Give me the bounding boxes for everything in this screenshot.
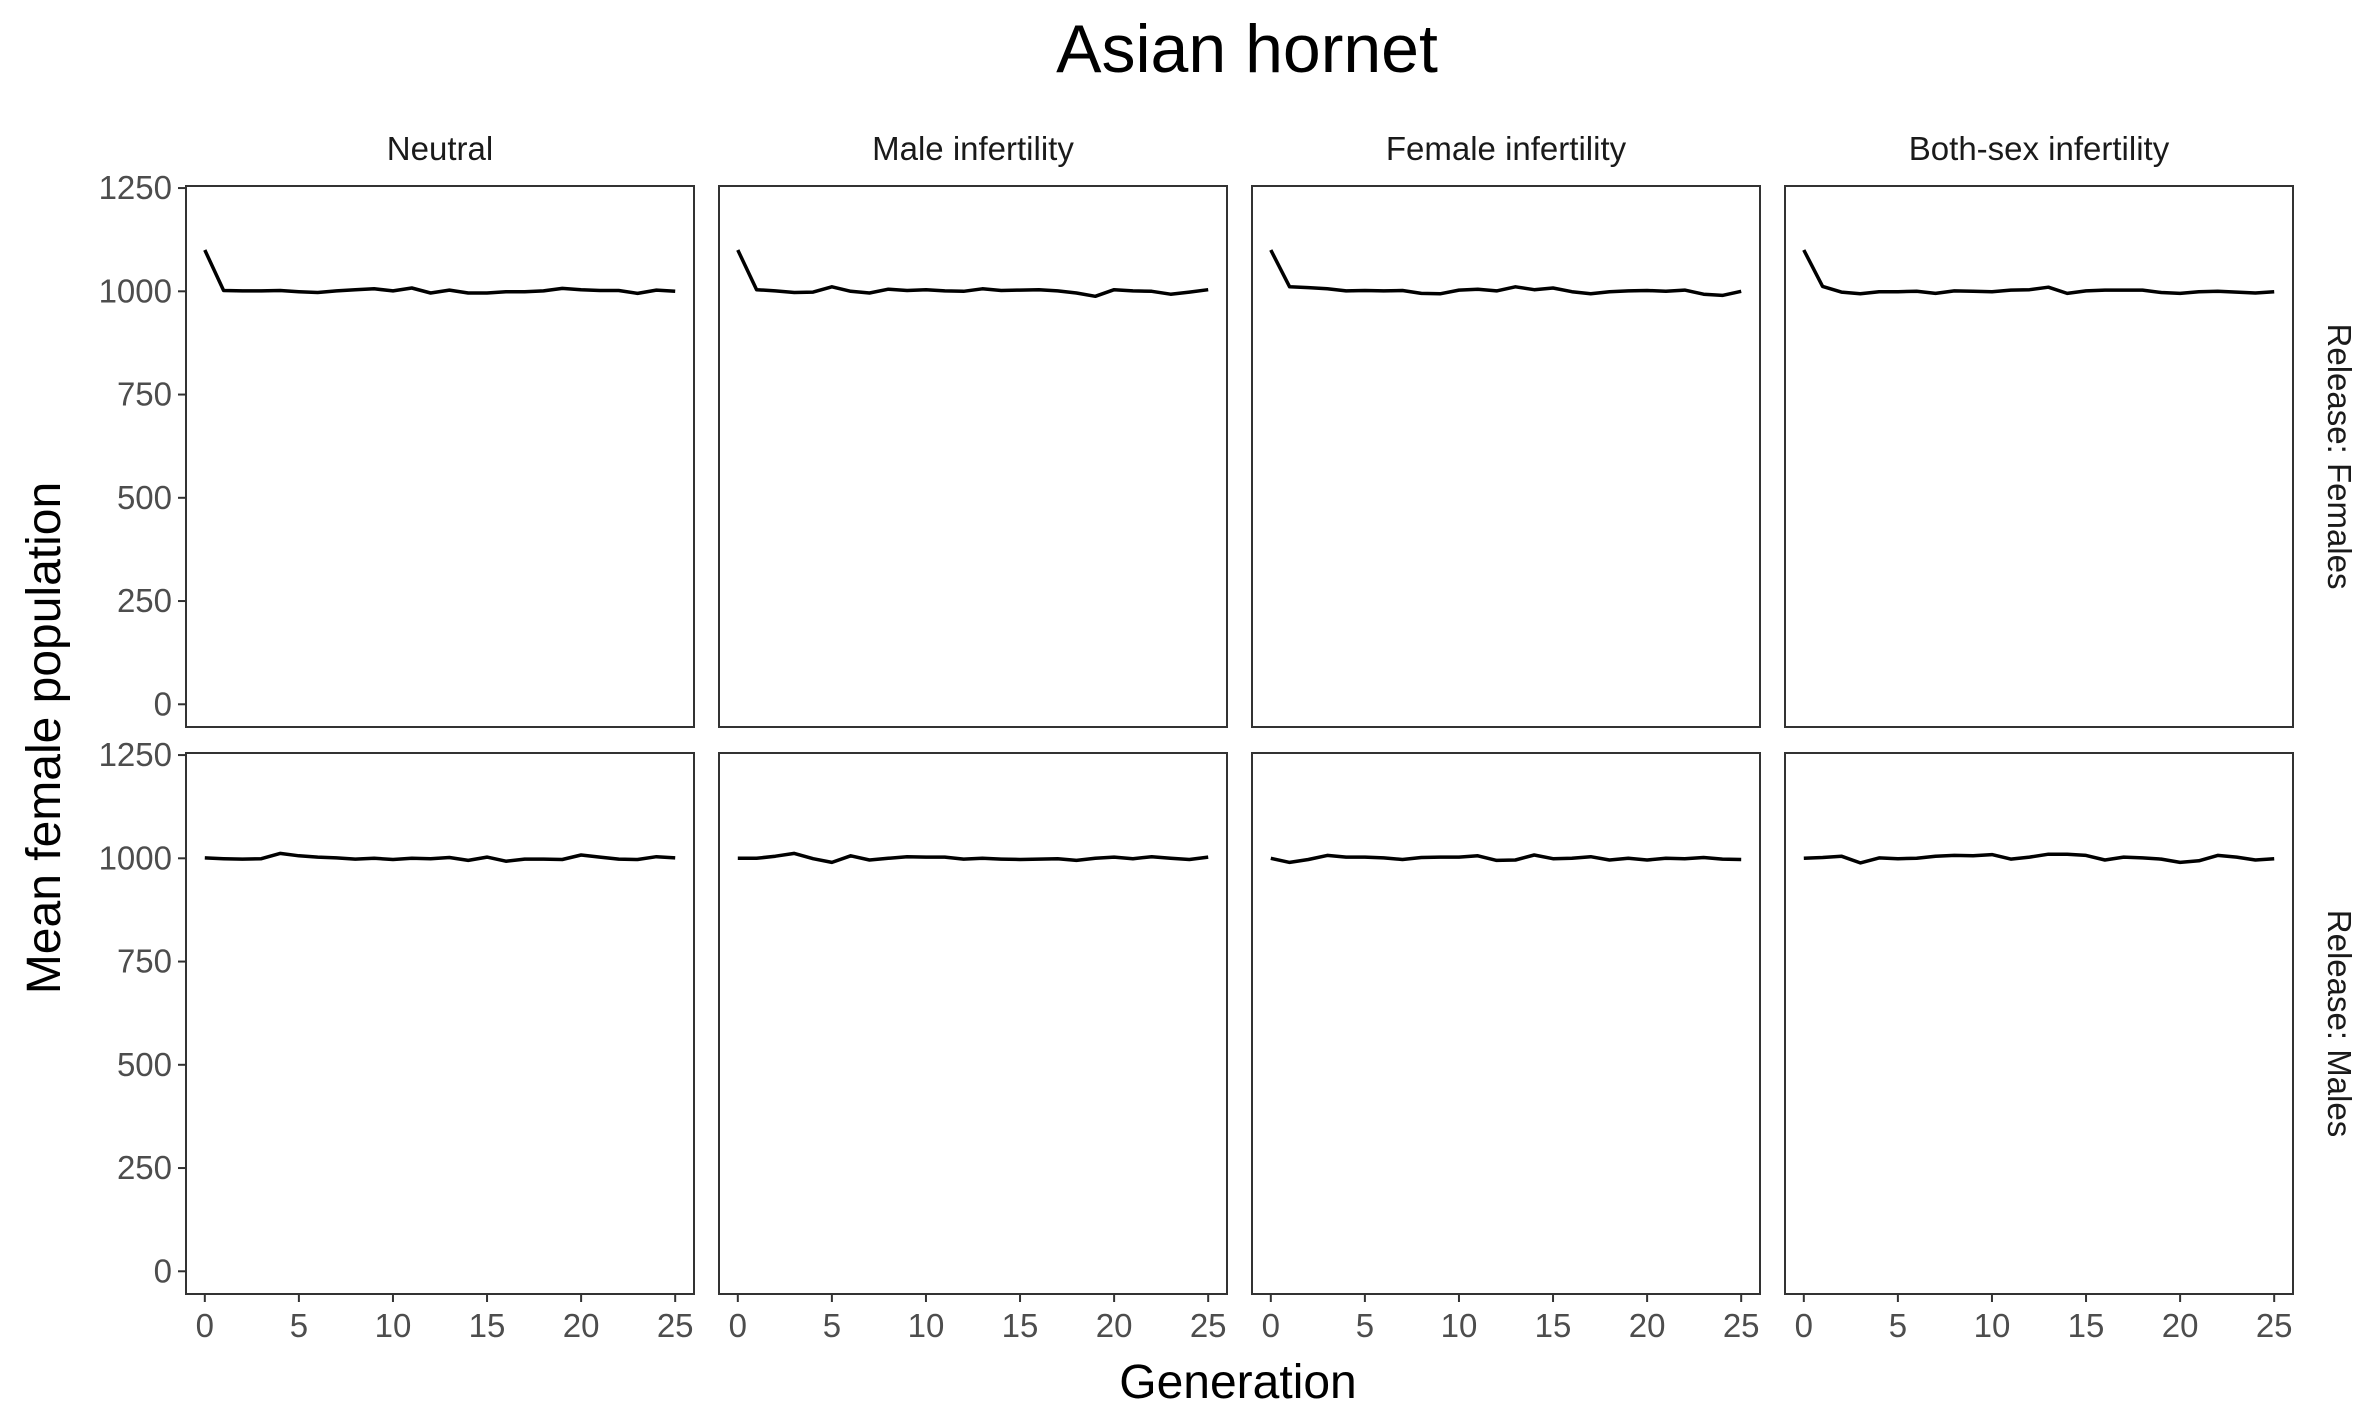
x-tick-label: 15 [1535, 1307, 1572, 1344]
panel-border [185, 185, 695, 728]
chart-title: Asian hornet [1056, 11, 1438, 87]
series-line [1802, 249, 2275, 296]
x-tick-label: 0 [1795, 1307, 1813, 1344]
y-tick-label: 750 [117, 943, 172, 980]
strip-label-column: Both-sex infertility [1909, 130, 2170, 167]
y-tick-label: 1250 [99, 169, 172, 206]
facet-panel [1784, 185, 2294, 728]
x-tick-label: 25 [2256, 1307, 2293, 1344]
y-tick-label: 500 [117, 479, 172, 516]
series-line [203, 249, 676, 296]
x-tick-label: 5 [1356, 1307, 1374, 1344]
x-tick-label: 10 [375, 1307, 412, 1344]
x-tick-label: 10 [1974, 1307, 2011, 1344]
facet-panel [718, 185, 1228, 728]
x-tick-label: 15 [2068, 1307, 2105, 1344]
series-line [1270, 853, 1742, 865]
x-tick-label: 10 [1441, 1307, 1478, 1344]
y-axis-title: Mean female population [18, 482, 71, 994]
x-tick-label: 20 [2162, 1307, 2199, 1344]
x-tick-label: 15 [1002, 1307, 1039, 1344]
x-tick-label: 5 [823, 1307, 841, 1344]
facet-panel [185, 752, 695, 1295]
y-tick-label: 1000 [99, 272, 172, 309]
y-tick-label: 1250 [99, 736, 172, 773]
x-tick-label: 5 [290, 1307, 308, 1344]
x-tick-label: 5 [1889, 1307, 1907, 1344]
y-tick-label: 250 [117, 1149, 172, 1186]
y-tick-label: 500 [117, 1046, 172, 1083]
panel-border [1784, 185, 2294, 728]
x-tick-label: 10 [908, 1307, 945, 1344]
panel-grid: Neutral Male infertility Female infertilit… [99, 130, 2358, 1344]
x-tick-label: 25 [1723, 1307, 1760, 1344]
strip-label-column: Neutral [387, 130, 493, 167]
facet-panel [1784, 752, 2294, 1295]
strip-label-row: Release: Females [2321, 324, 2358, 590]
x-tick-label: 20 [1096, 1307, 1133, 1344]
panel-border [718, 752, 1228, 1295]
series-line [1269, 249, 1742, 298]
x-tick-label: 0 [729, 1307, 747, 1344]
strip-label-column: Male infertility [872, 130, 1074, 167]
y-tick-label: 0 [154, 1252, 172, 1289]
facet-panel [185, 185, 695, 728]
x-tick-label: 0 [1262, 1307, 1280, 1344]
x-tick-label: 25 [1190, 1307, 1227, 1344]
x-axis-title: Generation [1119, 1356, 1357, 1409]
y-tick-label: 750 [117, 376, 172, 413]
series-line [204, 851, 676, 863]
x-tick-label: 20 [1629, 1307, 1666, 1344]
series-line [737, 851, 1209, 865]
facet-panel [1251, 185, 1761, 728]
y-tick-label: 250 [117, 582, 172, 619]
x-tick-label: 20 [563, 1307, 600, 1344]
panel-border [1251, 752, 1761, 1295]
panel-border [185, 752, 695, 1295]
facet-panel [718, 752, 1228, 1295]
series-line [736, 249, 1209, 299]
series-line [1803, 852, 2275, 865]
panel-border [1251, 185, 1761, 728]
panel-border [1784, 752, 2294, 1295]
x-tick-label: 25 [657, 1307, 694, 1344]
y-tick-label: 1000 [99, 839, 172, 876]
facet-panel [1251, 752, 1761, 1295]
strip-label-column: Female infertility [1386, 130, 1627, 167]
panel-border [718, 185, 1228, 728]
strip-label-row: Release: Males [2321, 910, 2358, 1137]
y-tick-label: 0 [154, 685, 172, 722]
x-tick-label: 15 [469, 1307, 506, 1344]
x-tick-label: 0 [196, 1307, 214, 1344]
